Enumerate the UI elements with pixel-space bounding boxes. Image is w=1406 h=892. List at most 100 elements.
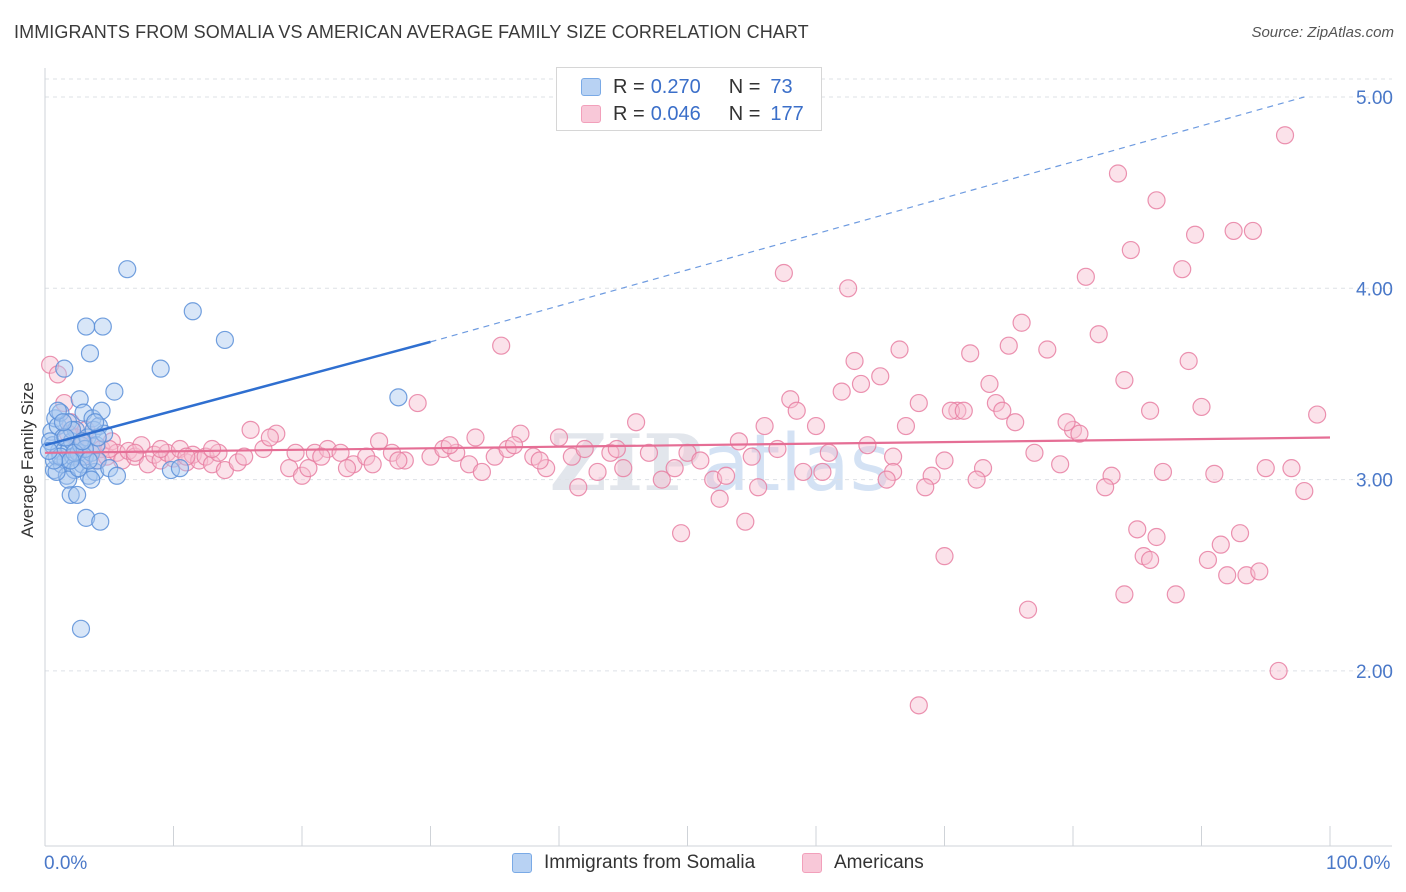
data-point[interactable] <box>935 451 954 470</box>
data-point[interactable] <box>1018 600 1038 619</box>
data-point[interactable] <box>916 478 935 497</box>
data-point[interactable] <box>1012 313 1031 332</box>
data-point[interactable] <box>1269 661 1288 681</box>
data-point[interactable] <box>691 451 710 470</box>
data-point[interactable] <box>639 443 659 462</box>
data-point[interactable] <box>774 263 793 283</box>
data-point[interactable] <box>1070 424 1089 443</box>
data-point[interactable] <box>466 428 485 447</box>
data-point[interactable] <box>389 388 408 407</box>
data-point[interactable] <box>80 344 100 363</box>
data-point[interactable] <box>1140 401 1160 420</box>
data-point[interactable] <box>871 367 890 386</box>
data-point[interactable] <box>980 374 999 394</box>
data-point[interactable] <box>254 439 273 459</box>
data-point[interactable] <box>1198 550 1218 570</box>
data-point[interactable] <box>710 489 729 508</box>
data-point[interactable] <box>118 260 137 279</box>
data-point[interactable] <box>100 459 119 478</box>
data-point[interactable] <box>1057 413 1076 432</box>
data-point[interactable] <box>665 459 684 478</box>
data-point[interactable] <box>883 447 903 466</box>
data-point[interactable] <box>993 401 1012 420</box>
data-point[interactable] <box>235 447 254 466</box>
data-point[interactable] <box>55 359 74 378</box>
data-point[interactable] <box>1211 535 1230 554</box>
data-point[interactable] <box>890 340 909 359</box>
data-point[interactable] <box>549 428 569 447</box>
data-point[interactable] <box>749 478 768 497</box>
data-point[interactable] <box>948 401 967 420</box>
data-point[interactable] <box>1128 520 1147 539</box>
data-point[interactable] <box>105 382 124 401</box>
data-point[interactable] <box>806 416 826 436</box>
data-point[interactable] <box>1108 164 1128 183</box>
data-point[interactable] <box>53 413 73 432</box>
data-point[interactable] <box>1173 260 1192 279</box>
data-point[interactable] <box>92 401 111 420</box>
data-point[interactable] <box>973 459 993 478</box>
data-point[interactable] <box>1102 466 1121 485</box>
data-point[interactable] <box>47 462 66 482</box>
data-point[interactable] <box>1224 221 1243 241</box>
data-point[interactable] <box>48 401 67 420</box>
data-point[interactable] <box>1147 191 1166 210</box>
data-point[interactable] <box>70 390 89 409</box>
data-point[interactable] <box>389 451 408 470</box>
data-point[interactable] <box>183 302 202 321</box>
data-point[interactable] <box>82 470 101 489</box>
data-point[interactable] <box>472 462 491 482</box>
data-point[interactable] <box>1282 459 1301 478</box>
data-point[interactable] <box>1205 464 1224 483</box>
data-point[interactable] <box>877 470 896 489</box>
data-point[interactable] <box>1179 351 1198 371</box>
data-point[interactable] <box>1295 481 1314 501</box>
data-point[interactable] <box>61 485 80 505</box>
data-point[interactable] <box>161 460 181 480</box>
data-point[interactable] <box>177 447 196 466</box>
data-point[interactable] <box>1153 462 1173 482</box>
data-point[interactable] <box>1025 443 1044 462</box>
data-point[interactable] <box>1250 562 1269 581</box>
data-point[interactable] <box>408 393 427 413</box>
data-point[interactable] <box>71 619 91 638</box>
data-point[interactable] <box>671 524 691 543</box>
data-point[interactable] <box>286 443 305 462</box>
legend-item-somalia[interactable]: Immigrants from Somalia <box>512 852 755 874</box>
data-point[interactable] <box>1218 566 1237 585</box>
data-point[interactable] <box>1115 585 1134 604</box>
data-point[interactable] <box>716 466 736 485</box>
data-point[interactable] <box>39 441 58 461</box>
data-point[interactable] <box>170 459 190 478</box>
data-point[interactable] <box>652 470 671 489</box>
data-point[interactable] <box>588 462 607 482</box>
data-point[interactable] <box>79 451 98 470</box>
data-point[interactable] <box>736 512 755 531</box>
data-point[interactable] <box>607 439 626 459</box>
data-point[interactable] <box>68 485 87 505</box>
data-point[interactable] <box>1038 340 1057 359</box>
data-point[interactable] <box>1006 413 1025 432</box>
data-point[interactable] <box>794 462 813 482</box>
data-point[interactable] <box>858 436 877 455</box>
data-point[interactable] <box>202 439 222 459</box>
data-point[interactable] <box>967 470 986 489</box>
data-point[interactable] <box>1192 397 1211 417</box>
data-point[interactable] <box>614 459 633 478</box>
data-point[interactable] <box>61 451 80 470</box>
data-point[interactable] <box>312 447 331 466</box>
data-point[interactable] <box>530 451 549 470</box>
data-point[interactable] <box>395 451 414 470</box>
data-point[interactable] <box>781 390 800 409</box>
data-point[interactable] <box>77 317 96 336</box>
data-point[interactable] <box>1256 459 1275 478</box>
data-point[interactable] <box>1076 267 1095 286</box>
data-point[interactable] <box>215 330 234 350</box>
data-point[interactable] <box>1121 240 1140 260</box>
data-point[interactable] <box>1140 550 1160 570</box>
data-point[interactable] <box>922 466 941 485</box>
data-point[interactable] <box>492 336 511 355</box>
data-point[interactable] <box>569 478 588 497</box>
data-point[interactable] <box>909 696 928 715</box>
data-point[interactable] <box>787 401 806 420</box>
